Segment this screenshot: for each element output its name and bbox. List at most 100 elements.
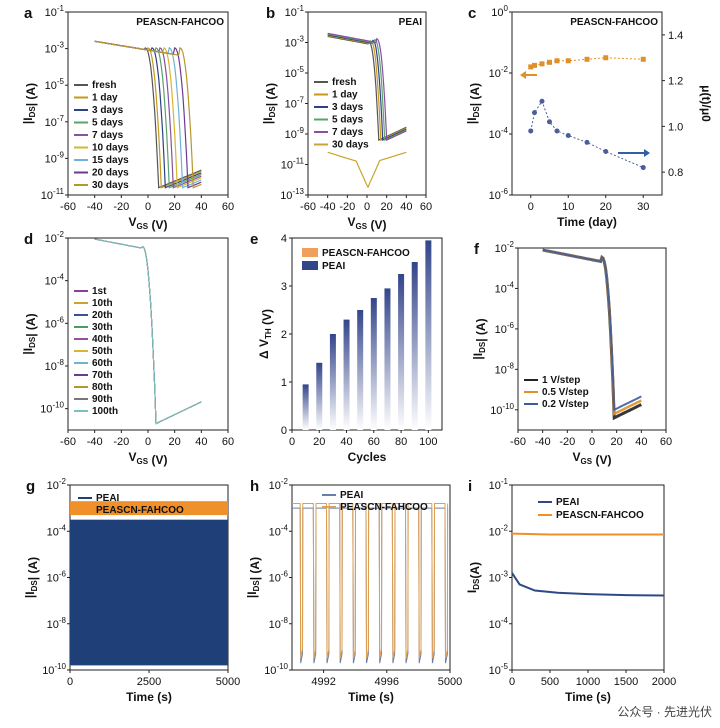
y-tick-label: 10-6 (45, 315, 65, 330)
legend-label: 50th (92, 346, 113, 357)
legend-label: 5 days (332, 115, 364, 126)
y-axis-label: IDS(A) (465, 562, 482, 593)
data-point (532, 62, 537, 68)
y-tick-label: 10-5 (45, 77, 65, 92)
bar (384, 288, 391, 430)
y-tick-label: 10-6 (495, 321, 515, 336)
x-tick-label: 0 (67, 676, 73, 688)
x-tick-label: -20 (113, 436, 129, 448)
x-tick-label: 20 (600, 201, 612, 213)
series-line (327, 34, 407, 142)
y-tick-label: 10-6 (269, 570, 289, 585)
y-tick-label: 10-4 (489, 616, 509, 631)
panel-letter-e: e (250, 231, 258, 248)
x-tick-label: -60 (300, 201, 316, 213)
legend-label: 0.5 V/step (542, 387, 589, 398)
legend-label: 80th (92, 382, 113, 393)
series-line (94, 40, 202, 189)
x-tick-label: 0 (145, 201, 151, 213)
x-axis-label: Time (s) (126, 690, 172, 704)
data-point (640, 165, 646, 171)
x-tick-label: 1000 (576, 676, 600, 688)
panel-d: d -60 -40 -20 0 20 40 60 10-10 10-8 10-6 10-4 10-2 1s… (21, 230, 234, 467)
series-line (327, 33, 407, 142)
y-tick-label: 10-7 (45, 114, 65, 129)
x-tick-label: 20 (313, 436, 325, 448)
y-axis-label: |IDS| (A) (21, 313, 38, 354)
legend-label: 1 day (332, 90, 358, 101)
x-tick-label: -40 (535, 436, 551, 448)
legend-label: 40th (92, 334, 113, 345)
legend-label: fresh (92, 80, 116, 91)
data-point (554, 128, 560, 134)
y-axis-label: |IDS| (A) (261, 83, 278, 124)
x-tick-label: 2000 (652, 676, 676, 688)
x-tick-label: 0 (589, 436, 595, 448)
legend-label: 70th (92, 370, 113, 381)
y-tick-label: 10-5 (489, 662, 509, 677)
x-tick-label: 80 (395, 436, 407, 448)
bar (398, 274, 405, 430)
y-tick-label: 10-10 (490, 402, 514, 417)
y-tick-label: 10-2 (45, 230, 65, 245)
y-tick-label: 10-8 (495, 361, 515, 376)
data-point (532, 110, 537, 116)
panel-letter-a: a (24, 5, 33, 22)
panel-letter-b: b (266, 5, 275, 22)
y-tick-label: 10-10 (264, 662, 288, 677)
x-axis-label: Time (s) (348, 690, 394, 704)
series-line (327, 32, 407, 142)
x-tick-label: 1500 (614, 676, 638, 688)
x-tick-label: 0 (528, 201, 534, 213)
series-band (70, 501, 228, 516)
x-tick-label: 5000 (216, 676, 240, 688)
series-line (530, 57, 644, 68)
data-point (547, 119, 552, 125)
panel-f: f -60 -40 -20 0 20 40 60 10-10 10-8 10-6 10-4 10-2 1 … (471, 240, 672, 467)
series-line (94, 238, 202, 425)
legend-label: PEAI (322, 261, 346, 272)
series-line (292, 503, 449, 659)
legend-label: 0.2 V/step (542, 399, 589, 410)
x-tick-label: 30 (637, 201, 649, 213)
data-point (603, 149, 609, 155)
panel-letter-c: c (468, 5, 476, 22)
y-tick-label: 1 (281, 377, 287, 389)
legend-label: 30 days (92, 180, 129, 191)
series-line (327, 35, 407, 142)
x-axis-label: Time (s) (565, 690, 611, 704)
data-point (528, 128, 534, 134)
y-tick-label: 10-4 (495, 280, 515, 295)
x-tick-label: 20 (611, 436, 623, 448)
data-point (528, 64, 534, 70)
series-line (542, 249, 642, 412)
x-tick-label: 40 (635, 436, 647, 448)
bar (329, 334, 336, 430)
x-tick-label: 60 (660, 436, 672, 448)
x-tick-label: 0 (289, 436, 295, 448)
y-tick-label: 10-4 (269, 523, 289, 538)
y-tick-label: 0 (281, 425, 287, 437)
y-tick-label: 4 (281, 233, 287, 245)
x-axis-label: Time (day) (557, 215, 617, 229)
panel-letter-f: f (474, 241, 480, 258)
y-tick-label: 10-7 (285, 96, 305, 111)
data-point (539, 98, 545, 104)
bar (343, 319, 350, 430)
x-axis-label: VGS (V) (129, 215, 168, 232)
y-tick-label: 10-10 (42, 662, 66, 677)
bar (302, 384, 309, 430)
legend-label: 3 days (332, 102, 364, 113)
x-tick-label: 60 (368, 436, 380, 448)
x-tick-label: -40 (87, 436, 103, 448)
y2-tick-label: 1.2 (668, 76, 683, 88)
y-tick-label: 3 (281, 281, 287, 293)
x-tick-label: -60 (510, 436, 526, 448)
bar (411, 262, 418, 430)
series-line (327, 151, 407, 189)
legend-label: 30th (92, 322, 113, 333)
y-axis-label: Δ VTH (V) (257, 309, 274, 359)
y-axis-label: |IDS| (A) (465, 83, 482, 124)
y-tick-label: 10-11 (41, 187, 65, 202)
